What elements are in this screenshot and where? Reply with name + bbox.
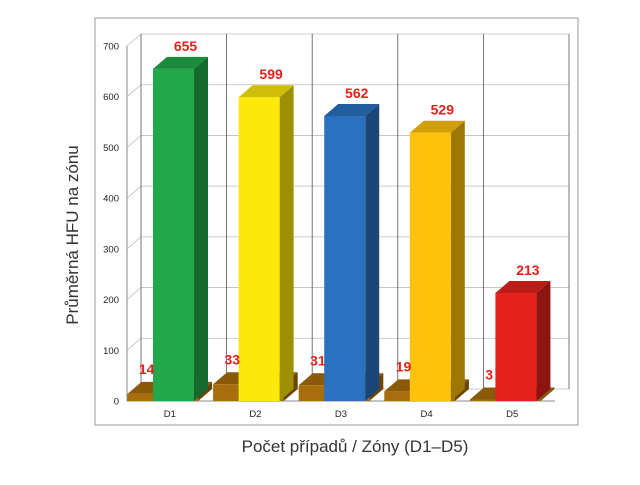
x-tick-label: D4 xyxy=(421,409,433,420)
bar-average-value-label: 213 xyxy=(516,262,540,278)
y-tick-label: 500 xyxy=(103,143,119,154)
y-tick-label: 700 xyxy=(103,42,119,53)
bar-average xyxy=(324,103,380,401)
y-tick-label: 400 xyxy=(103,194,119,205)
x-axis-title: Počet případů / Zóny (D1–D5) xyxy=(242,437,469,456)
bar-count-value-label: 14 xyxy=(139,361,155,377)
gridline-depth xyxy=(126,84,142,98)
bar-average xyxy=(238,85,294,401)
y-tick-label: 600 xyxy=(103,92,119,103)
gridline-depth xyxy=(126,337,142,351)
bar-average-value-label: 529 xyxy=(431,102,455,118)
y-tick-label: 200 xyxy=(103,295,119,306)
bar-average xyxy=(495,280,551,401)
bar-count-value-label: 33 xyxy=(224,351,240,367)
x-tick-label: D5 xyxy=(506,409,518,420)
gridline-depth xyxy=(126,236,142,250)
y-tick-label: 0 xyxy=(114,397,119,408)
gridline-depth xyxy=(126,287,142,300)
gridline-depth xyxy=(126,135,142,148)
bar-count-value-label: 3 xyxy=(485,366,493,382)
bar-average-value-label: 599 xyxy=(259,66,283,82)
bar-average xyxy=(153,56,209,402)
gridline-depth xyxy=(126,33,142,47)
x-tick-label: D2 xyxy=(249,409,261,420)
y-axis-title: Průměrná HFU na zónu xyxy=(63,145,82,325)
x-tick-label: D3 xyxy=(335,409,347,420)
gridline-depth xyxy=(126,185,142,199)
bar-average-value-label: 655 xyxy=(174,38,198,54)
y-tick-label: 100 xyxy=(103,346,119,357)
bar-average xyxy=(409,120,465,401)
x-tick-label: D1 xyxy=(164,409,176,420)
y-tick-label: 300 xyxy=(103,244,119,255)
bar-average-value-label: 562 xyxy=(345,85,369,101)
bar-count-value-label: 31 xyxy=(310,352,326,368)
bar-count-value-label: 19 xyxy=(396,358,412,374)
